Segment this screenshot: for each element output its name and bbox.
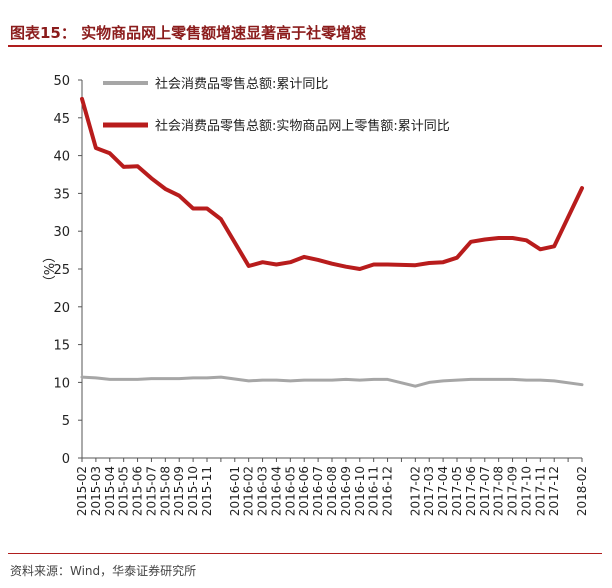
x-tick-label: 2015-03 xyxy=(89,466,103,516)
y-tick-label: 45 xyxy=(53,112,70,127)
y-tick-label: 25 xyxy=(53,263,70,278)
x-tick-label: 2015-09 xyxy=(172,466,186,516)
x-tick-label: 2016-04 xyxy=(269,466,283,516)
y-tick-label: 5 xyxy=(62,414,70,429)
x-tick-label: 2017-09 xyxy=(506,466,520,516)
x-tick-label: 2015-11 xyxy=(200,466,214,516)
y-tick-label: 10 xyxy=(53,376,70,391)
x-tick-label: 2015-08 xyxy=(158,466,172,516)
y-tick-label: 40 xyxy=(53,150,70,165)
y-tick-label: 50 xyxy=(53,74,70,89)
x-tick-label: 2016-11 xyxy=(367,466,381,516)
x-tick-label: 2017-10 xyxy=(519,466,533,516)
x-tick-label: 2017-08 xyxy=(492,466,506,516)
x-tick-label: 2015-05 xyxy=(117,466,131,516)
x-tick-label: 2017-11 xyxy=(533,466,547,516)
x-tick-label: 2016-01 xyxy=(228,466,242,516)
y-tick-label: 0 xyxy=(62,452,70,467)
x-tick-label: 2018-02 xyxy=(575,466,589,516)
chart-title: 图表15： 实物商品网上零售额增速显著高于社零增速 xyxy=(10,24,367,42)
y-tick-label: 30 xyxy=(53,225,70,240)
x-tick-label: 2016-06 xyxy=(297,466,311,516)
x-tick-label: 2017-05 xyxy=(450,466,464,516)
series-layer xyxy=(80,96,584,388)
top-rule xyxy=(8,45,602,47)
x-tick-label: 2016-12 xyxy=(381,466,395,516)
x-tick-label: 2015-06 xyxy=(131,466,145,516)
x-tick-label: 2016-10 xyxy=(353,466,367,516)
x-tick-label: 2016-07 xyxy=(311,466,325,516)
x-tick-label: 2017-12 xyxy=(547,466,561,516)
x-tick-label: 2016-05 xyxy=(283,466,297,516)
x-tick-label: 2016-03 xyxy=(256,466,270,516)
x-tick-label: 2017-04 xyxy=(436,466,450,516)
y-axis-label: （%） xyxy=(40,250,55,288)
y-tick-label: 35 xyxy=(53,187,70,202)
x-tick-label: 2017-03 xyxy=(422,466,436,516)
x-tick-label: 2015-07 xyxy=(144,466,158,516)
x-tick-label: 2016-08 xyxy=(325,466,339,516)
x-tick-label: 2015-02 xyxy=(75,466,89,516)
x-tick-label: 2016-02 xyxy=(242,466,256,516)
x-tick-label: 2015-04 xyxy=(103,466,117,516)
series-line-1 xyxy=(80,375,584,388)
legend-label-1: 社会消费品零售总额:累计同比 xyxy=(155,76,328,92)
y-tick-label: 15 xyxy=(53,339,70,354)
x-tick-label: 2015-10 xyxy=(186,466,200,516)
x-tick-label: 2017-06 xyxy=(464,466,478,516)
source-note: 资料来源：Wind，华泰证券研究所 xyxy=(10,564,197,578)
x-tick-label: 2017-02 xyxy=(408,466,422,516)
x-tick-label: 2017-07 xyxy=(478,466,492,516)
bottom-rule xyxy=(8,553,602,554)
legend-label-2: 社会消费品零售总额:实物商品网上零售额:累计同比 xyxy=(155,118,450,134)
x-tick-label: 2016-09 xyxy=(339,466,353,516)
y-tick-label: 20 xyxy=(53,301,70,316)
series-line-2 xyxy=(80,96,584,271)
